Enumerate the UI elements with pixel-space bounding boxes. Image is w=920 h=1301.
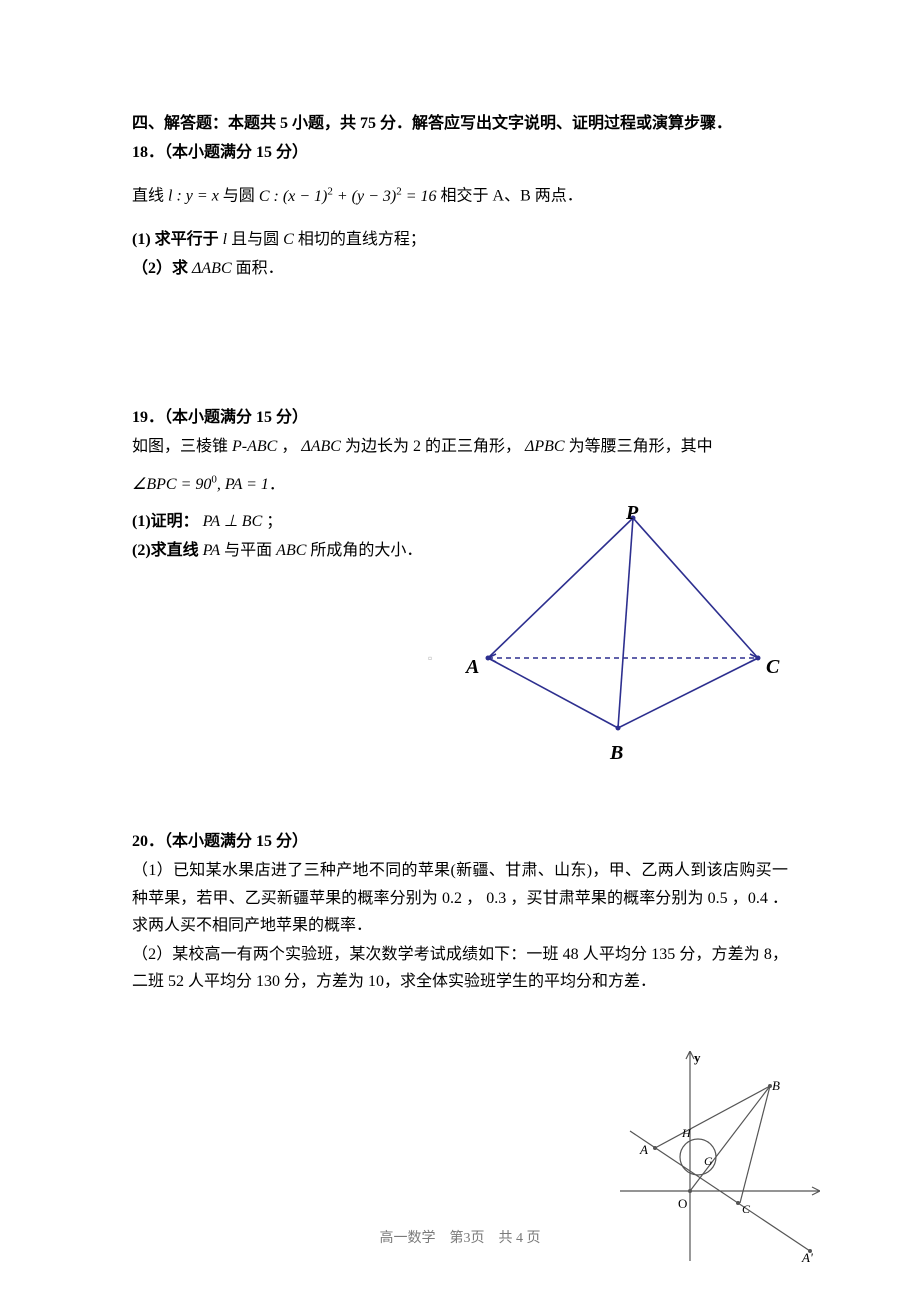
q19-s2-post: 所成角的大小． xyxy=(310,542,422,559)
q19-s1-post: ； xyxy=(266,513,282,530)
q19-s1-math: PA ⊥ BC xyxy=(203,513,263,530)
q19-s2-PA: PA xyxy=(203,542,220,559)
q19-sub2: (2)求直线 PA 与平面 ABC 所成角的大小． xyxy=(132,537,422,564)
q18-s1-l: l xyxy=(223,231,227,248)
q18-sub1: (1) 求平行于 l 且与圆 C 相切的直线方程； xyxy=(132,226,788,253)
label-P: P xyxy=(626,496,638,530)
tetrahedron-svg xyxy=(458,508,798,768)
q19-s1-pre: (1)证明： xyxy=(132,513,199,530)
q18-s1-pre: (1) 求平行于 xyxy=(132,231,223,248)
q20-title: 20．（本小题满分 15 分） xyxy=(132,828,788,855)
q20-p2: （2）某校高一有两个实验班，某次数学考试成绩如下：一班 48 人平均分 135 … xyxy=(132,941,788,995)
q18-sub2: （2）求 ΔABC 面积． xyxy=(132,255,788,282)
section-header: 四、解答题：本题共 5 小题，共 75 分．解答应写出文字说明、证明过程或演算步… xyxy=(132,110,788,137)
q18-line1: 直线 l : y = x 与圆 C : (x − 1)2 + (y − 3)2 … xyxy=(132,182,788,210)
q19-title: 19．（本小题满分 15 分） xyxy=(132,404,788,431)
q19-l2-math: ∠BPC = 900, PA = 1 xyxy=(132,476,269,493)
label-H: H xyxy=(682,1123,691,1143)
label-B: B xyxy=(610,736,623,770)
q18-l1-math1: l : y = x xyxy=(168,188,219,205)
label-C: C xyxy=(766,650,779,684)
q19-title-text: 19．（本小题满分 15 分） xyxy=(132,409,308,426)
q19-l1-dabc: ΔABC xyxy=(301,438,341,455)
q18-title: 18．（本小题满分 15 分） xyxy=(132,139,788,166)
q19-l1-mid: ， xyxy=(281,438,301,455)
q19-line2: ∠BPC = 900, PA = 1． xyxy=(132,471,788,499)
q18-s2-tri: ΔABC xyxy=(192,260,232,277)
q19-l1-mid2: 为边长为 2 的正三角形， xyxy=(345,438,525,455)
label-Cfig: C xyxy=(742,1199,750,1219)
q18-s2-pre: （2）求 xyxy=(132,260,192,277)
label-A: A xyxy=(466,650,479,684)
light-square-marker: ▫ xyxy=(428,648,432,668)
label-O: O xyxy=(678,1193,687,1215)
q18-l1-pre: 直线 xyxy=(132,188,168,205)
q19-s2-pre: (2)求直线 xyxy=(132,542,203,559)
q19-s2-mid: 与平面 xyxy=(224,542,276,559)
q18-s2-post: 面积． xyxy=(236,260,284,277)
q20-p1: （1）已知某水果店进了三种产地不同的苹果(新疆、甘肃、山东)，甲、乙两人到该店购… xyxy=(132,857,788,939)
q19-l1-dpbc: ΔPBC xyxy=(525,438,565,455)
q19-sub1: (1)证明： PA ⊥ BC ； xyxy=(132,508,422,535)
exam-page: 四、解答题：本题共 5 小题，共 75 分．解答应写出文字说明、证明过程或演算步… xyxy=(0,0,920,1301)
q19-figure: ▫ xyxy=(458,508,798,768)
q18-l1-post: 相交于 A、B 两点． xyxy=(441,188,583,205)
q19-l1-post: 为等腰三角形，其中 xyxy=(569,438,713,455)
q18-l1-mid: 与圆 xyxy=(223,188,259,205)
q18-s1-post: 相切的直线方程； xyxy=(298,231,426,248)
q18-s1-C: C xyxy=(283,231,294,248)
q18-l1-math2: C : (x − 1)2 + (y − 3)2 = 16 xyxy=(259,188,437,205)
label-G: G xyxy=(704,1151,713,1171)
q19-l1-pabc: P-ABC xyxy=(232,438,277,455)
label-y: y xyxy=(694,1047,701,1069)
q20-title-text: 20．（本小题满分 15 分） xyxy=(132,833,308,850)
footer-text: 高一数学 第3页 共 4 页 xyxy=(380,1231,541,1246)
section-header-text: 四、解答题：本题共 5 小题，共 75 分．解答应写出文字说明、证明过程或演算步… xyxy=(132,115,732,132)
label-A2: A xyxy=(640,1139,648,1161)
page-footer: 高一数学 第3页 共 4 页 xyxy=(0,1227,920,1251)
q18-s1-mid: 且与圆 xyxy=(231,231,283,248)
label-Bfig: B xyxy=(772,1075,780,1097)
q18-title-text: 18．（本小题满分 15 分） xyxy=(132,144,308,161)
q19-line1: 如图，三棱锥 P-ABC ， ΔABC 为边长为 2 的正三角形， ΔPBC 为… xyxy=(132,433,788,460)
q19-s2-ABC: ABC xyxy=(276,542,306,559)
q19-l1-pre: 如图，三棱锥 xyxy=(132,438,232,455)
q19-body: (1)证明： PA ⊥ BC ； (2)求直线 PA 与平面 ABC 所成角的大… xyxy=(132,508,788,768)
